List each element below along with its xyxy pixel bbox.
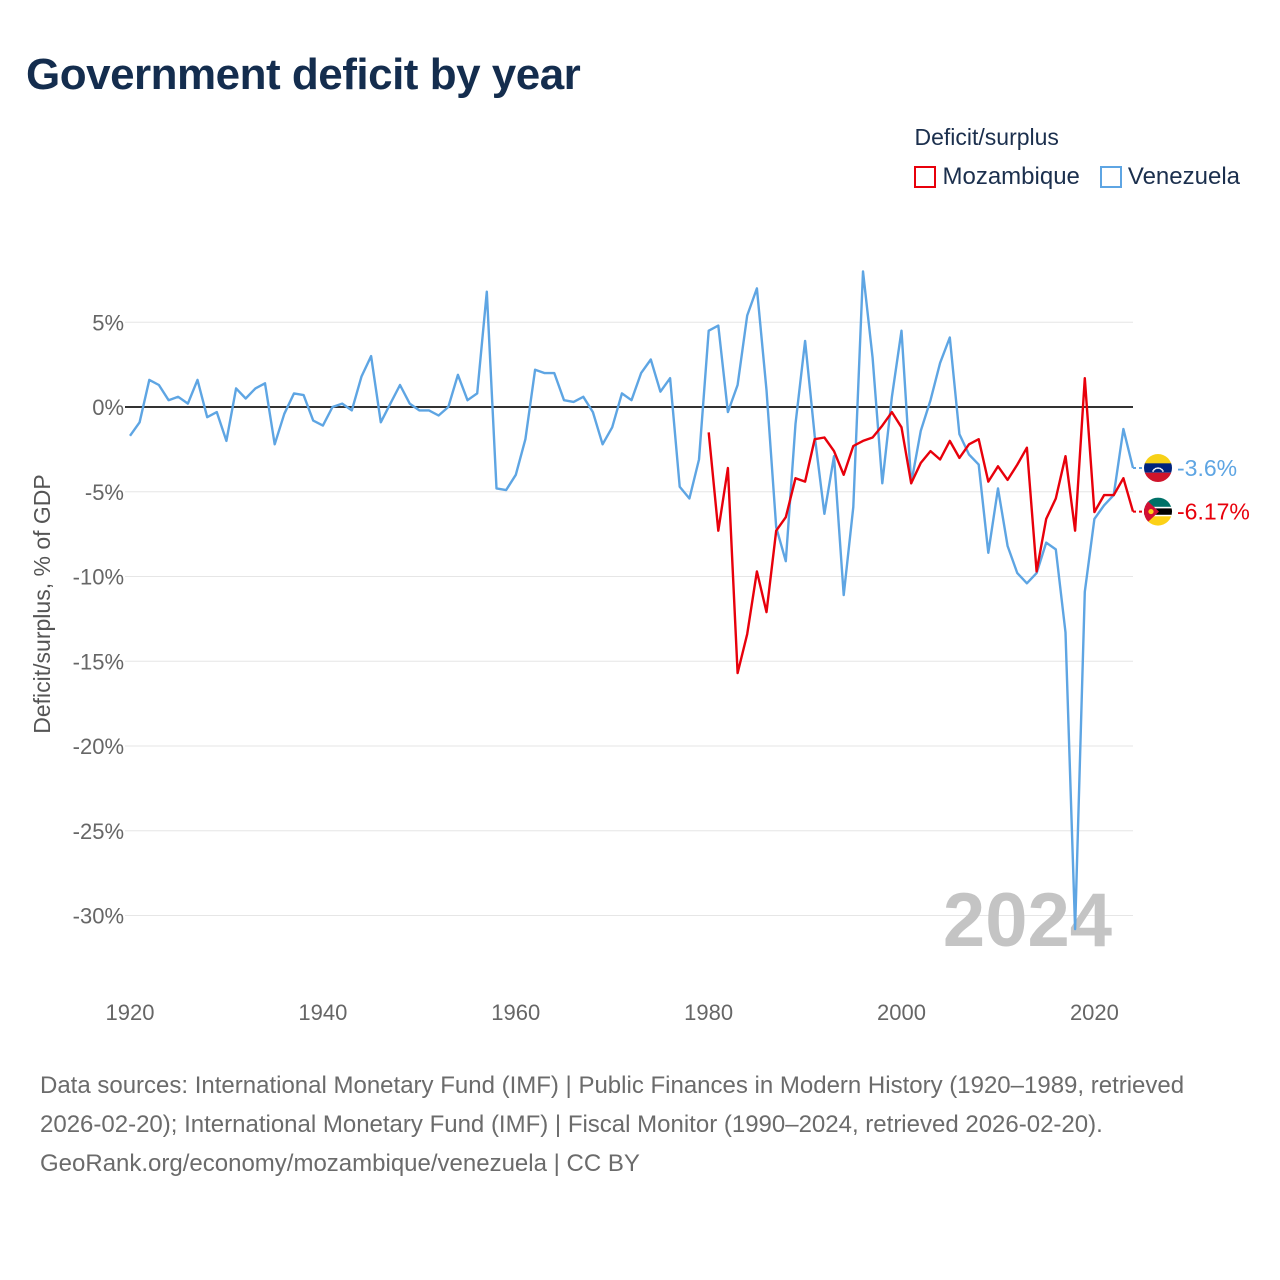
y-tick-label: -5% <box>85 480 124 505</box>
series-line-mozambique[interactable] <box>707 377 1135 675</box>
x-tick-label: 2020 <box>1070 1000 1119 1025</box>
legend-title: Deficit/surplus <box>914 124 1059 150</box>
y-tick-label: 0% <box>92 395 124 420</box>
legend: Deficit/surplus Mozambique Venezuela <box>914 124 1240 191</box>
credit-link[interactable]: GeoRank.org/economy/mozambique/venezuela… <box>40 1150 640 1177</box>
data-sources: Data sources: International Monetary Fun… <box>40 1072 1185 1138</box>
legend-item-venezuela[interactable]: Venezuela <box>1099 163 1240 191</box>
x-tick-label: 2000 <box>877 1000 926 1025</box>
series-lines <box>129 270 1135 931</box>
chart-title: Government deficit by year <box>26 50 581 99</box>
year-watermark: 2024 <box>943 878 1112 963</box>
y-axis-label: Deficit/surplus, % of GDP <box>29 474 55 733</box>
y-tick-label: -25% <box>73 819 124 844</box>
end-markers: -6.17% -3.6% <box>1133 454 1250 526</box>
y-tick-label: -30% <box>73 904 124 929</box>
x-tick-label: 1960 <box>491 1000 540 1025</box>
x-tick-label: 1940 <box>298 1000 347 1025</box>
end-value-label-mozambique: -6.17% <box>1177 499 1250 525</box>
venezuela-flag-icon <box>1144 454 1172 483</box>
line-chart: 5% 0% -5% -10% -15% -20% -25% -30% 1920 1940 1960… <box>29 270 1250 1025</box>
y-tick-label: 5% <box>92 310 124 335</box>
x-tick-label: 1980 <box>684 1000 733 1025</box>
grid-lines <box>125 321 1133 916</box>
legend-swatch-venezuela <box>1099 166 1122 188</box>
x-tick-labels: 1920 1940 1960 1980 2000 2020 <box>106 1000 1119 1025</box>
y-tick-label: -10% <box>73 565 124 590</box>
y-tick-labels: 5% 0% -5% -10% -15% -20% -25% -30% <box>73 310 124 928</box>
legend-item-mozambique[interactable]: Mozambique <box>914 163 1080 191</box>
footer: Data sources: International Monetary Fun… <box>40 1066 1240 1183</box>
mozambique-flag-icon <box>1144 497 1172 526</box>
y-tick-label: -15% <box>73 649 124 674</box>
end-value-label-venezuela: -3.6% <box>1177 455 1237 481</box>
y-tick-label: -20% <box>73 734 124 759</box>
x-tick-label: 1920 <box>106 1000 155 1025</box>
legend-label-mozambique: Mozambique <box>942 163 1080 190</box>
legend-swatch-mozambique <box>914 166 937 188</box>
legend-label-venezuela: Venezuela <box>1127 163 1240 190</box>
